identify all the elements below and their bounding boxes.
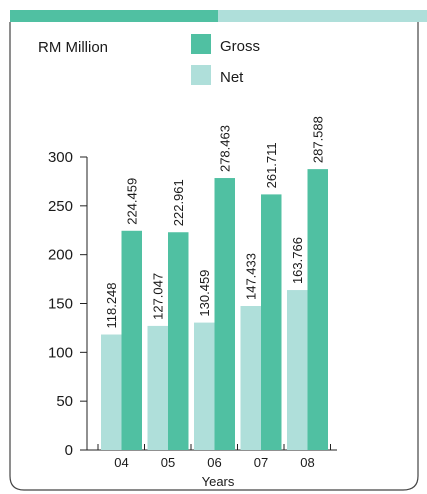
legend-swatch-net <box>191 65 211 85</box>
value-label-net-08: 163.766 <box>290 237 305 284</box>
value-label-gross-06: 278.463 <box>218 125 233 172</box>
legend-label-net: Net <box>220 69 244 86</box>
value-label-net-04: 118.248 <box>104 282 119 328</box>
value-label-gross-05: 222.961 <box>171 179 186 226</box>
bar-net-07 <box>240 306 261 450</box>
bar-gross-07 <box>261 194 282 450</box>
value-label-net-07: 147.433 <box>244 253 259 300</box>
bars <box>101 169 328 451</box>
y-axis-title: RM Million <box>38 39 108 56</box>
x-tick-label-08: 08 <box>300 455 314 470</box>
y-tick-label: 200 <box>48 247 73 264</box>
bar-net-08 <box>287 290 308 450</box>
y-tick-label: 300 <box>48 149 73 166</box>
legend-label-gross: Gross <box>220 38 260 55</box>
x-axis-title: Years <box>202 474 235 489</box>
value-label-gross-08: 287.588 <box>311 116 326 163</box>
y-tick-label: 150 <box>48 296 73 313</box>
x-tick-label-04: 04 <box>114 455 128 470</box>
x-tick-label-05: 05 <box>161 455 175 470</box>
x-tick-label-07: 07 <box>254 455 268 470</box>
bar-net-06 <box>194 322 215 450</box>
bar-gross-08 <box>307 169 328 451</box>
value-labels: 118.248 224.459 127.047 222.961 130.459 278.4… <box>104 116 326 328</box>
bar-gross-06 <box>214 178 235 450</box>
bar-net-05 <box>147 325 168 450</box>
y-tick-label: 50 <box>56 393 73 410</box>
x-axis-ticks: 04 05 06 07 08 <box>97 444 331 470</box>
frame-border <box>9 22 419 491</box>
y-tick-label: 100 <box>48 344 73 361</box>
top-band-dark <box>10 10 218 22</box>
bar-net-04 <box>101 334 122 450</box>
value-label-gross-07: 261.711 <box>264 142 279 188</box>
bar-gross-05 <box>168 232 189 450</box>
y-axis-ticks: 0 50 100 150 200 250 300 <box>48 149 87 459</box>
top-band-light <box>218 10 427 22</box>
y-tick-label: 0 <box>65 442 73 459</box>
y-tick-label: 250 <box>48 198 73 215</box>
bar-gross-04 <box>121 230 142 450</box>
value-label-gross-04: 224.459 <box>125 178 140 225</box>
value-label-net-06: 130.459 <box>197 270 212 317</box>
value-label-net-05: 127.047 <box>151 273 166 320</box>
x-tick-label-06: 06 <box>207 455 221 470</box>
legend-swatch-gross <box>191 34 211 54</box>
